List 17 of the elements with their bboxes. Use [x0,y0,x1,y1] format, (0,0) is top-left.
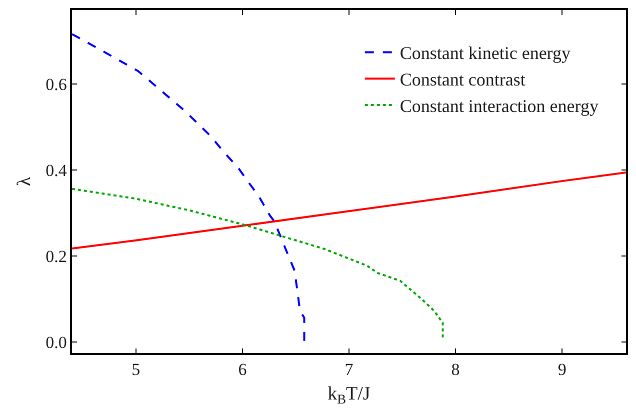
y-tick-label: 0.2 [46,246,67,266]
x-axis-title: k$_{B}$T/J [328,383,370,406]
line-series [72,33,306,342]
line-series [72,171,626,250]
legend-label: Constant contrast [400,70,526,90]
x-tick-label: 8 [451,360,460,380]
y-tick-label: 0.0 [46,332,67,352]
x-tick-label: 5 [132,360,140,380]
y-axis-title: λ [14,176,35,186]
y-tick-label: 0.4 [46,160,68,180]
line-series [72,188,444,340]
legend-label: Constant interaction energy [400,96,598,116]
legend-label: Constant kinetic energy [400,43,570,64]
x-tick-label: 6 [238,360,247,380]
x-tick-label: 9 [558,360,566,380]
y-tick-label: 0.6 [46,74,67,94]
x-tick-label: 7 [344,360,354,380]
